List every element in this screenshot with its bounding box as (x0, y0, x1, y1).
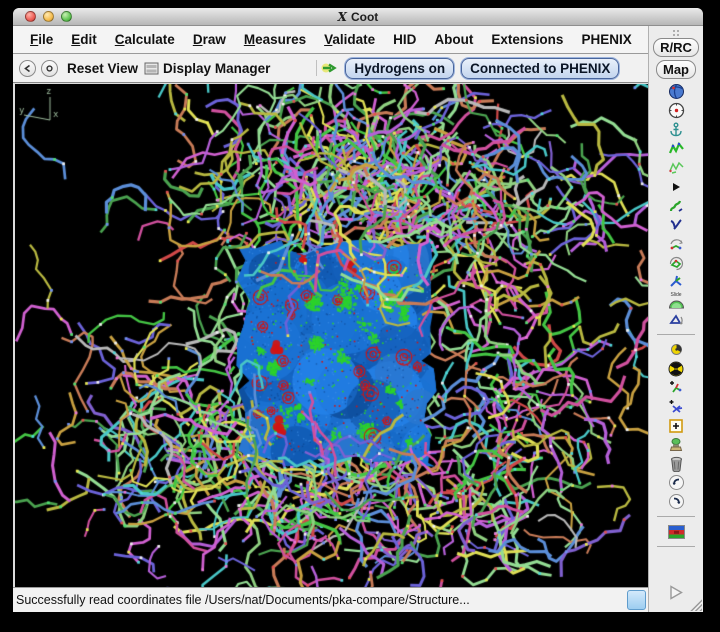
delete-item-button[interactable] (669, 454, 684, 473)
menu-validate[interactable]: Validate (324, 32, 376, 47)
play-icon (670, 585, 683, 600)
menu-about[interactable]: About (434, 32, 474, 47)
slide-refine-button[interactable]: Slide (668, 291, 685, 310)
add-atom-button[interactable] (669, 416, 683, 435)
undo-icon (668, 475, 684, 490)
clear-pending-button[interactable] (668, 435, 684, 454)
window-title: X Coot (337, 9, 379, 24)
rigid-body-fit-button[interactable] (668, 234, 685, 253)
molecule-canvas[interactable] (15, 84, 648, 590)
expander-triangle-icon (673, 182, 680, 191)
redo-icon (668, 494, 684, 509)
zoom-window-button[interactable] (61, 11, 72, 22)
status-message: Successfully read coordinates file /User… (16, 593, 470, 607)
add-atom-icon (669, 418, 683, 433)
refine-fragment-button[interactable] (668, 158, 685, 177)
sidebar-separator (657, 516, 695, 517)
rrc-button[interactable]: R/RC (653, 38, 699, 57)
title-bar[interactable]: X Coot (13, 8, 703, 26)
edit-chi-angles-button[interactable] (669, 340, 684, 359)
rotamers-button[interactable] (668, 310, 685, 329)
spin-view-button[interactable] (668, 82, 685, 101)
coot-window: X Coot File Edit Calculate Draw Measures Valid… (13, 8, 703, 612)
slide-label: Slide (670, 291, 682, 298)
regularize-button[interactable] (668, 196, 684, 215)
status-bar: Successfully read coordinates file /User… (13, 587, 648, 612)
minimize-window-button[interactable] (43, 11, 54, 22)
run-refmac-button[interactable] (667, 522, 685, 541)
undo-button[interactable] (668, 473, 685, 492)
anchor-atoms-button[interactable] (668, 120, 684, 139)
rotamers-icon (668, 313, 683, 325)
back-view-button[interactable] (19, 59, 36, 77)
menu-calculate[interactable]: Calculate (114, 32, 175, 47)
play-script-button[interactable] (667, 583, 685, 602)
recentre-button[interactable] (668, 101, 685, 120)
x11-icon: X (337, 9, 347, 24)
rigid-body-fit-icon (669, 238, 683, 249)
add-alt-conf-button[interactable] (668, 397, 684, 416)
record-circle-icon (46, 64, 53, 72)
map-button[interactable]: Map (656, 60, 696, 79)
mutate-icon (668, 361, 684, 376)
refine-residues-button[interactable] (668, 139, 685, 158)
run-refmac-icon (667, 524, 685, 539)
auto-fit-rotamer-icon (669, 275, 682, 287)
resize-grip[interactable] (688, 597, 702, 611)
menu-phenix[interactable]: PHENIX (581, 32, 632, 47)
anchor-icon (670, 122, 682, 136)
toolbar-grip-icon[interactable] (671, 29, 681, 36)
toolbar: Reset View Display Manager Hydrogens on … (13, 54, 648, 83)
flip-peptide-icon (670, 218, 682, 230)
hydrogens-toggle-button[interactable]: Hydrogens on (345, 57, 455, 79)
auto-fit-rotamer-button[interactable] (668, 272, 685, 291)
display-manager-icon (144, 62, 159, 74)
menu-edit[interactable]: Edit (71, 32, 97, 47)
menu-hid[interactable]: HID (393, 32, 417, 47)
add-terminal-residue-icon (670, 380, 682, 393)
sidebar-separator (657, 334, 695, 335)
menubar: File Edit Calculate Draw Measures Validate HID… (13, 26, 648, 54)
gl-canvas-frame (13, 83, 648, 590)
redo-button[interactable] (668, 492, 685, 511)
delete-item-icon (670, 456, 682, 472)
refine-zigzag-icon (668, 141, 684, 153)
record-view-button[interactable] (41, 59, 58, 77)
rotate-translate-button[interactable] (668, 253, 685, 272)
menu-file[interactable]: File (30, 32, 54, 47)
clear-pending-icon (669, 437, 683, 451)
sidebar-separator (657, 546, 695, 547)
display-manager-button[interactable]: Display Manager (163, 60, 271, 76)
status-scrollbar[interactable] (627, 590, 646, 610)
rotate-translate-icon (669, 256, 683, 270)
refine-outline-icon (668, 161, 684, 174)
regularize-icon (669, 200, 683, 212)
recentre-icon (668, 102, 684, 119)
mutate-residue-button[interactable] (668, 359, 684, 378)
toolbar-separator (316, 60, 318, 76)
menu-draw[interactable]: Draw (192, 32, 226, 47)
hydrogen-arrow-icon (321, 63, 338, 73)
close-window-button[interactable] (25, 11, 36, 22)
spin-globe-icon (668, 84, 684, 99)
reset-view-button[interactable]: Reset View (67, 60, 139, 76)
chi-angles-icon (670, 344, 682, 355)
phenix-connection-button[interactable]: Connected to PHENIX (461, 57, 620, 79)
add-terminal-residue-button[interactable] (668, 378, 684, 397)
more-tools-expander[interactable] (671, 177, 681, 196)
back-circle-icon (24, 64, 30, 72)
flip-peptide-button[interactable] (668, 215, 684, 234)
right-toolbar: R/RC Map (648, 26, 703, 612)
add-alt-conf-icon (669, 399, 683, 413)
menu-measures[interactable]: Measures (243, 32, 307, 47)
slide-refine-icon (668, 300, 684, 308)
menu-extensions[interactable]: Extensions (491, 32, 564, 47)
